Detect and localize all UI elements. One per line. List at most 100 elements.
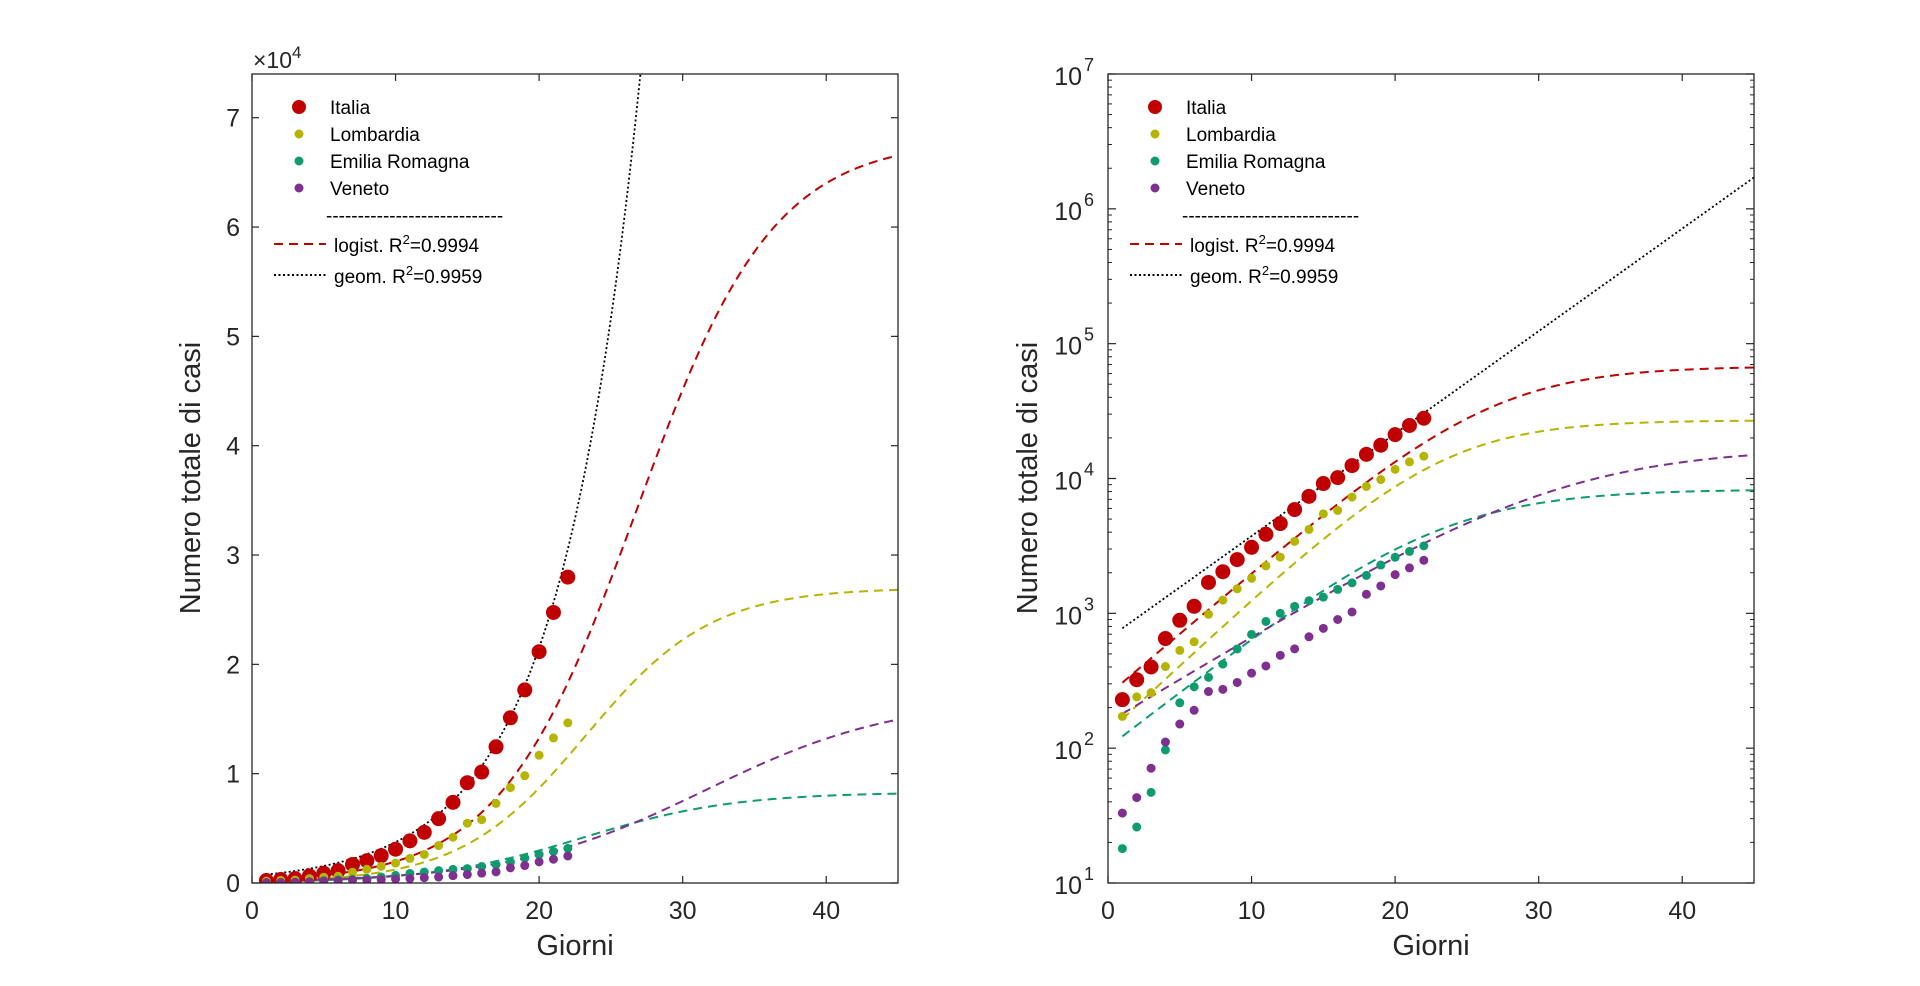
data-point-emilia-romagna xyxy=(1290,601,1300,611)
y-tick-exponent: 5 xyxy=(1084,325,1094,345)
data-point-lombardia xyxy=(1232,584,1242,594)
data-point-italia xyxy=(1143,659,1159,675)
y-tick-label: 10 xyxy=(1054,468,1082,496)
data-point-italia xyxy=(1401,417,1417,433)
data-point-italia xyxy=(1258,526,1274,542)
data-point-emilia-romagna xyxy=(548,847,558,857)
data-point-emilia-romagna xyxy=(520,853,530,863)
data-point-veneto xyxy=(1175,719,1185,729)
data-point-lombardia xyxy=(1275,552,1285,562)
data-point-lombardia xyxy=(1117,711,1127,721)
data-point-veneto xyxy=(1218,684,1228,694)
y-tick-label: 10 xyxy=(1054,737,1082,765)
data-point-italia xyxy=(445,794,461,810)
logistic-fit-lombardia-logistic xyxy=(1121,419,1754,720)
legend-separator: ---------------------------- xyxy=(326,206,503,227)
data-point-lombardia xyxy=(505,783,515,793)
data-point-veneto xyxy=(1390,570,1400,580)
data-point-veneto xyxy=(290,877,300,883)
data-point-veneto xyxy=(261,878,271,883)
data-point-veneto xyxy=(1146,763,1156,773)
data-point-lombardia xyxy=(1390,464,1400,474)
data-point-emilia-romagna xyxy=(1347,578,1357,588)
data-point-italia xyxy=(1373,437,1389,453)
data-point-veneto xyxy=(1404,563,1414,573)
legend: Italia Lombardia Emilia Romagna Veneto -----… xyxy=(274,98,503,288)
data-point-lombardia xyxy=(1304,524,1314,534)
data-point-veneto xyxy=(362,875,372,883)
data-point-italia xyxy=(502,710,518,726)
data-point-emilia-romagna xyxy=(1333,584,1343,594)
data-point-italia xyxy=(1200,574,1216,590)
data-point-lombardia xyxy=(1419,451,1429,461)
y-tick-label: 10 xyxy=(1054,198,1082,226)
x-tick-label: 30 xyxy=(669,897,697,925)
data-point-lombardia xyxy=(1376,475,1386,485)
legend-marker xyxy=(1148,100,1162,114)
data-point-italia xyxy=(1330,470,1346,486)
legend-geom-label: geom. R2=0.9959 xyxy=(1190,263,1338,288)
data-point-italia xyxy=(1344,458,1360,474)
data-point-veneto xyxy=(1275,650,1285,660)
legend-marker xyxy=(294,183,304,193)
data-point-veneto xyxy=(1189,705,1199,715)
data-point-veneto xyxy=(548,854,558,864)
x-tick-label: 30 xyxy=(1525,897,1553,925)
y-tick-label: 10 xyxy=(1054,333,1082,361)
data-point-italia xyxy=(560,569,576,585)
data-point-veneto xyxy=(1203,687,1213,697)
y-tick-exponent: 3 xyxy=(1084,594,1094,614)
geometric-fit-geometric xyxy=(1121,176,1754,630)
data-point-veneto xyxy=(491,867,501,877)
data-point-lombardia xyxy=(1132,692,1142,702)
data-point-lombardia xyxy=(1347,492,1357,502)
data-point-veneto xyxy=(563,851,573,861)
data-point-lombardia xyxy=(448,832,458,842)
data-point-veneto xyxy=(347,875,357,883)
data-point-emilia-romagna xyxy=(1261,616,1271,626)
y-tick-exponent: 7 xyxy=(1084,55,1094,75)
data-point-italia xyxy=(545,604,561,620)
legend-label: Veneto xyxy=(1186,179,1245,200)
data-point-veneto xyxy=(1261,661,1271,671)
data-point-emilia-romagna xyxy=(563,843,573,853)
data-point-lombardia xyxy=(1361,481,1371,491)
data-point-italia xyxy=(1172,612,1188,628)
data-point-italia xyxy=(373,848,389,864)
y-tick-exponent: 2 xyxy=(1084,729,1094,749)
data-point-emilia-romagna xyxy=(534,850,544,860)
data-point-italia xyxy=(344,856,360,872)
data-point-lombardia xyxy=(1146,688,1156,698)
data-point-lombardia xyxy=(391,858,401,868)
plot-area xyxy=(1108,74,1754,883)
legend-marker xyxy=(1150,129,1160,139)
x-tick-label: 20 xyxy=(1381,897,1409,925)
data-point-emilia-romagna xyxy=(1361,570,1371,580)
data-point-italia xyxy=(1215,564,1231,580)
y-tick-label: 3 xyxy=(226,542,240,570)
data-point-italia xyxy=(1114,692,1130,708)
data-point-veneto xyxy=(505,863,515,873)
fit-curves xyxy=(1121,176,1754,738)
data-point-veneto xyxy=(534,857,544,867)
data-point-veneto xyxy=(276,878,286,883)
data-point-veneto xyxy=(1376,581,1386,591)
legend-label: Emilia Romagna xyxy=(330,152,470,173)
data-point-veneto xyxy=(391,874,401,883)
data-point-italia xyxy=(388,841,404,857)
axes-box xyxy=(251,73,899,884)
data-point-lombardia xyxy=(362,864,372,874)
logistic-fit-italia-logistic xyxy=(266,154,898,881)
legend: Italia Lombardia Emilia Romagna Veneto -----… xyxy=(1130,98,1359,288)
y-tick-exponent: 4 xyxy=(1084,460,1094,480)
data-point-lombardia xyxy=(1404,457,1414,467)
data-point-lombardia xyxy=(563,718,573,728)
axes-box xyxy=(1107,73,1755,884)
data-point-emilia-romagna xyxy=(1117,844,1127,854)
data-point-italia xyxy=(1315,476,1331,492)
x-tick-label: 40 xyxy=(812,897,840,925)
data-point-emilia-romagna xyxy=(1304,596,1314,606)
data-point-veneto xyxy=(304,877,314,883)
data-point-veneto xyxy=(405,874,415,883)
